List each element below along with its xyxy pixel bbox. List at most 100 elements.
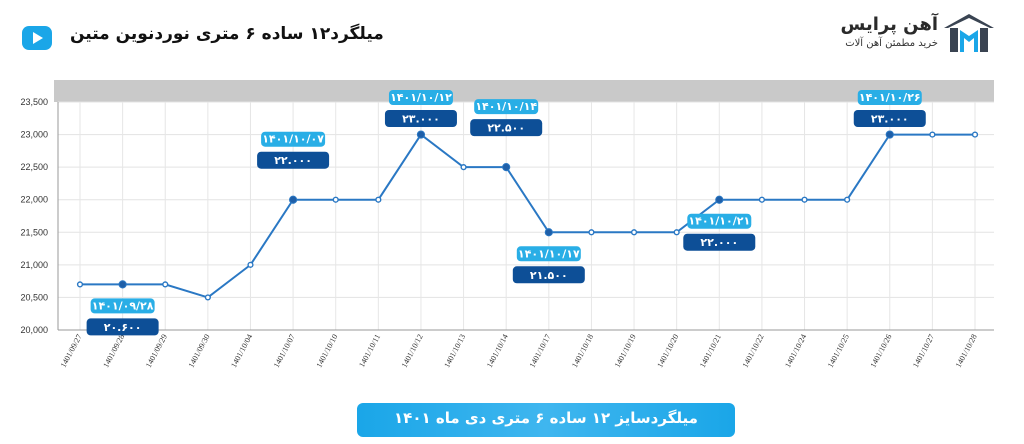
x-tick-label: 1401/10/20 [655,333,680,369]
annotation-date-tag [474,99,539,115]
annotation-date-tag [90,298,155,314]
annotation-price-tag [512,266,585,284]
x-tick-label: 1401/09/30 [187,333,212,369]
x-tick-label: 1401/10/13 [442,333,467,369]
x-tick-label: 1401/10/26 [868,333,893,369]
price-annotations: ۱۴۰۱/۰۹/۲۸۲۰.۶۰۰۱۴۰۱/۱۰/۰۷۲۲.۰۰۰۱۴۰۱/۱۰/… [86,90,926,336]
data-point [929,131,936,138]
price-annotation: ۱۴۰۱/۱۰/۰۷ ۲۲.۰۰۰ [257,131,330,169]
logo-tagline: خرید مطمئن آهن آلات [845,38,938,49]
x-axis-ticks: 1401/09/27 1401/09/28 1401/09/29 1401/09/30… [59,333,979,369]
annotation-price: ۲۲.۰۰۰ [700,236,738,249]
price-annotation: ۱۴۰۱/۱۰/۱۷ ۲۱.۵۰۰ [512,246,585,284]
data-point [673,229,680,236]
data-point [288,195,298,204]
annotation-price-tag [853,110,926,127]
data-point [247,261,254,268]
x-tick-label: 1401/10/04 [229,333,254,369]
data-point [162,281,169,288]
x-tick-label: 1401/10/07 [272,333,297,369]
annotation-price: ۲۰.۶۰۰ [104,321,142,334]
price-annotation: ۱۴۰۱/۱۰/۱۲ ۲۳.۰۰۰ [384,90,457,127]
series-line [80,133,975,299]
annotation-price-tag [384,110,457,127]
x-tick-label: 1401/09/28 [101,333,126,369]
x-tick-label: 1401/10/22 [741,333,766,369]
data-point [801,196,808,203]
x-tick-label: 1401/10/21 [698,333,723,369]
brand-logo: آهن پرایس خرید مطمئن آهن آلات [836,10,1004,56]
data-point [204,294,211,301]
y-tick-label: 22,000 [20,195,48,205]
price-annotation: ۱۴۰۱/۱۰/۲۶ ۲۳.۰۰۰ [853,90,926,127]
x-tick-label: 1401/10/14 [485,333,510,369]
annotation-price: ۲۳.۰۰۰ [402,113,440,126]
grid-lines [57,101,994,331]
data-point [715,195,724,204]
caption-text: میلگردسایز ۱۲ ساده ۶ متری دی ماه ۱۴۰۱ [394,409,698,427]
price-annotation: ۱۴۰۱/۱۰/۲۱ ۲۲.۰۰۰ [683,213,756,251]
annotation-date: ۱۴۰۱/۱۰/۲۱ [688,215,750,228]
caption-banner: میلگردسایز ۱۲ ساده ۶ متری دی ماه ۱۴۰۱ [357,403,735,437]
annotation-price: ۲۲.۰۰۰ [274,154,312,167]
data-point [332,196,339,203]
x-tick-label: 1401/10/25 [826,333,851,369]
data-point [971,131,979,138]
data-point [118,280,127,289]
annotation-date-tag [388,90,453,105]
y-tick-label: 23,000 [20,130,48,140]
x-tick-label: 1401/10/27 [911,333,936,369]
data-point [460,164,467,171]
data-point [844,196,851,203]
data-point [630,229,638,236]
annotation-date: ۱۴۰۱/۰۹/۲۸ [92,299,154,312]
x-tick-label: 1401/09/29 [144,333,169,369]
data-point [375,196,382,203]
annotation-date: ۱۴۰۱/۱۰/۰۷ [262,133,324,146]
annotation-price: ۲۳.۰۰۰ [871,113,909,126]
data-point [502,163,511,172]
x-tick-label: 1401/10/10 [314,333,339,369]
annotation-price: ۲۲.۵۰۰ [487,122,525,135]
price-annotation: ۱۴۰۱/۱۰/۱۴ ۲۲.۵۰۰ [470,99,543,137]
play-icon [22,26,52,50]
annotation-price-tag [86,318,159,336]
data-point [758,196,766,203]
y-tick-label: 23,500 [20,97,48,107]
price-annotation: ۱۴۰۱/۰۹/۲۸ ۲۰.۶۰۰ [86,298,159,336]
data-point [588,229,595,236]
y-tick-label: 21,500 [20,227,48,237]
annotation-date-tag [516,246,581,262]
logo-name: آهن پرایس [840,14,938,35]
x-tick-label: 1401/09/27 [59,333,84,369]
annotation-date-tag [857,90,922,105]
annotation-date-tag [687,213,752,229]
x-tick-label: 1401/10/11 [357,333,382,369]
annotation-date: ۱۴۰۱/۱۰/۱۲ [390,91,452,104]
annotation-price-tag [683,233,756,251]
annotation-date: ۱۴۰۱/۱۰/۱۷ [518,247,580,260]
annotation-date: ۱۴۰۱/۱۰/۲۶ [859,91,921,104]
annotation-date: ۱۴۰۱/۱۰/۱۴ [475,100,537,113]
x-tick-label: 1401/10/24 [783,333,808,369]
x-tick-label: 1401/10/28 [954,333,979,369]
data-point [544,228,553,237]
x-tick-label: 1401/10/19 [613,333,638,369]
data-points [76,130,979,301]
y-tick-label: 20,000 [20,325,48,335]
annotation-price-tag [257,151,330,169]
y-tick-label: 22,500 [20,162,48,172]
y-tick-label: 20,500 [20,292,48,302]
data-point [416,130,426,139]
x-tick-label: 1401/10/18 [570,333,595,369]
data-point [885,130,894,139]
house-logo-icon [944,14,994,52]
annotation-price: ۲۱.۵۰۰ [530,269,568,282]
y-axis-ticks: 20,000 20,500 21,000 21,500 22,000 22,500 23,0… [20,97,48,335]
x-tick-label: 1401/10/12 [400,333,425,369]
y-tick-label: 21,000 [20,260,48,270]
x-tick-label: 1401/10/17 [528,333,553,369]
annotation-price-tag [470,119,543,137]
annotation-date-tag [261,131,326,147]
